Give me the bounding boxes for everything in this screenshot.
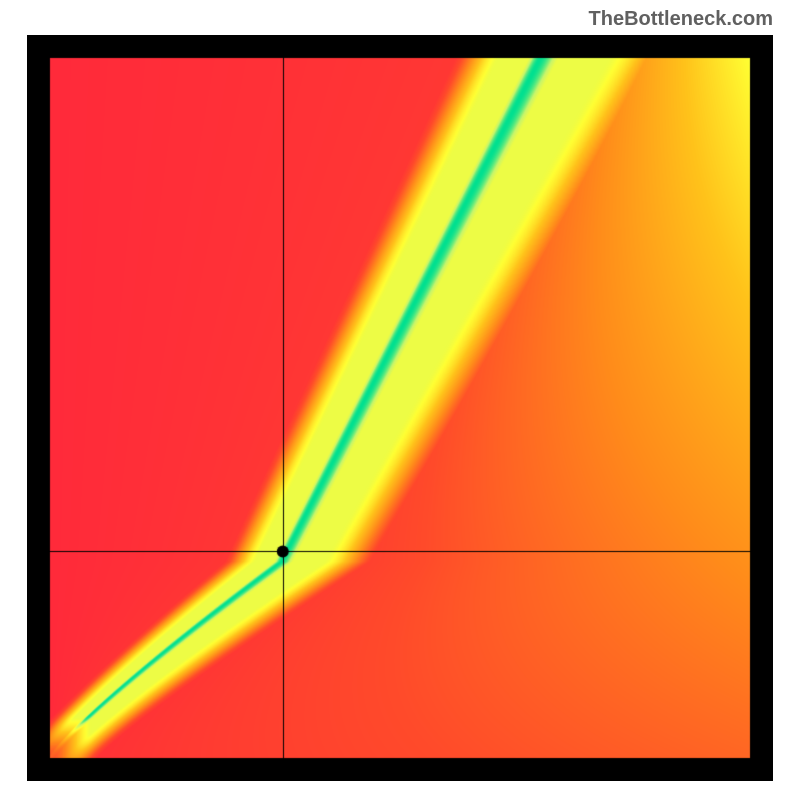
heatmap-canvas	[27, 35, 773, 781]
chart-frame	[27, 35, 773, 781]
figure-container: TheBottleneck.com	[0, 0, 800, 800]
attribution-label: TheBottleneck.com	[589, 8, 773, 31]
